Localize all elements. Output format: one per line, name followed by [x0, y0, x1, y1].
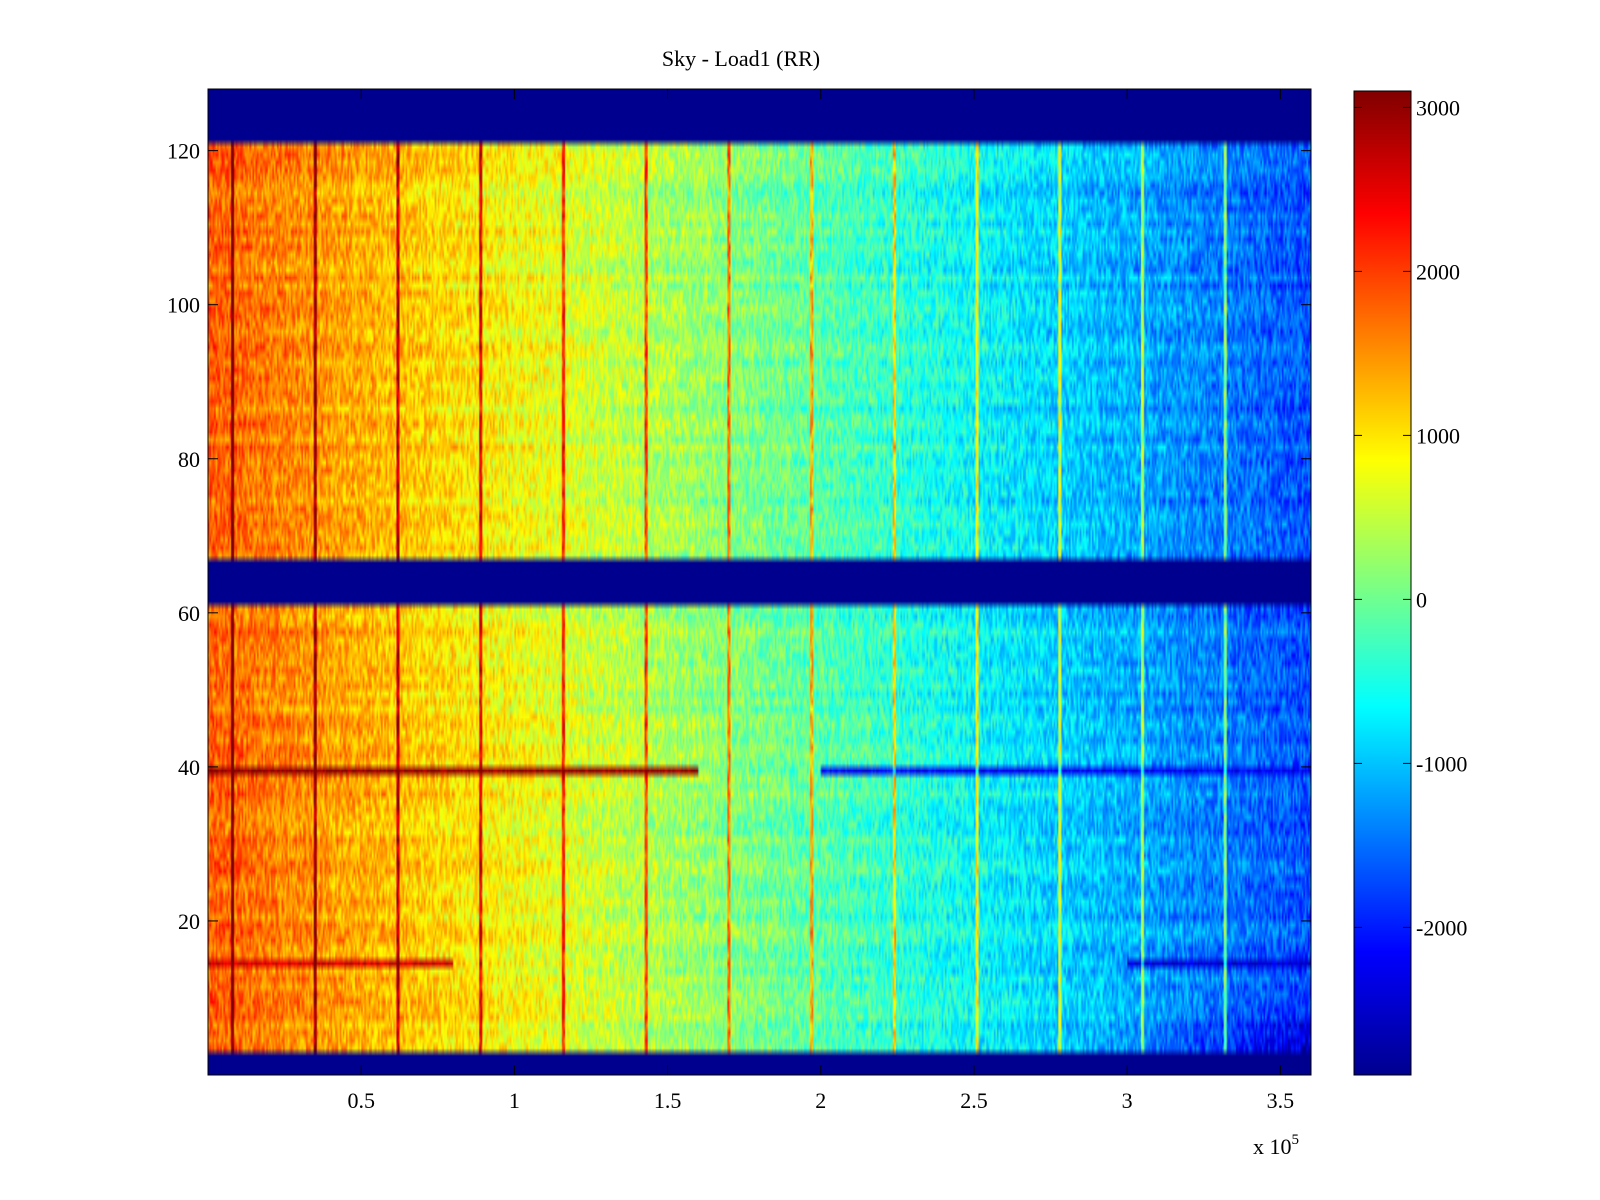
x-exponent-power: 5: [1292, 1132, 1300, 1148]
colorbar-tick-label: 1000: [1416, 423, 1460, 448]
chart-title: Sky - Load1 (RR): [662, 46, 820, 71]
y-tick-label: 120: [167, 139, 200, 164]
x-axis-exponent-label: x 105: [1253, 1132, 1299, 1159]
colorbar-tick-label: 3000: [1416, 95, 1460, 120]
y-tick-label: 20: [178, 909, 200, 934]
x-tick-label: 3: [1122, 1088, 1133, 1113]
colorbar-tick-label: 0: [1416, 587, 1427, 612]
heatmap-plot-area: 0.5 1 1.5 2 2.5 3 3.5 20 40 60 80 100 120: [167, 88, 1312, 1113]
x-axis-ticks: 0.5 1 1.5 2 2.5 3 3.5: [347, 89, 1294, 1113]
x-exponent-base: x 10: [1253, 1134, 1292, 1159]
y-tick-label: 60: [178, 601, 200, 626]
colorbar-tick-label: -2000: [1416, 915, 1467, 940]
heatmap-image: [208, 89, 1311, 1075]
y-axis-ticks: 20 40 60 80 100 120: [167, 139, 1311, 934]
x-tick-label: 0.5: [347, 1088, 375, 1113]
x-tick-label: 1: [509, 1088, 520, 1113]
x-tick-label: 2: [815, 1088, 826, 1113]
colorbar-ticks: -2000 -1000 0 1000 2000 3000: [1354, 95, 1467, 940]
colorbar-tick-label: -1000: [1416, 751, 1467, 776]
y-tick-label: 40: [178, 755, 200, 780]
x-tick-label: 3.5: [1267, 1088, 1295, 1113]
y-tick-label: 100: [167, 293, 200, 318]
colorbar-gradient: [1353, 90, 1412, 1076]
y-tick-label: 80: [178, 447, 200, 472]
x-tick-label: 1.5: [654, 1088, 682, 1113]
x-tick-label: 2.5: [960, 1088, 988, 1113]
plot-frame: [207, 88, 1312, 1076]
colorbar-tick-label: 2000: [1416, 259, 1460, 284]
colorbar: -2000 -1000 0 1000 2000 3000: [1353, 90, 1467, 1076]
